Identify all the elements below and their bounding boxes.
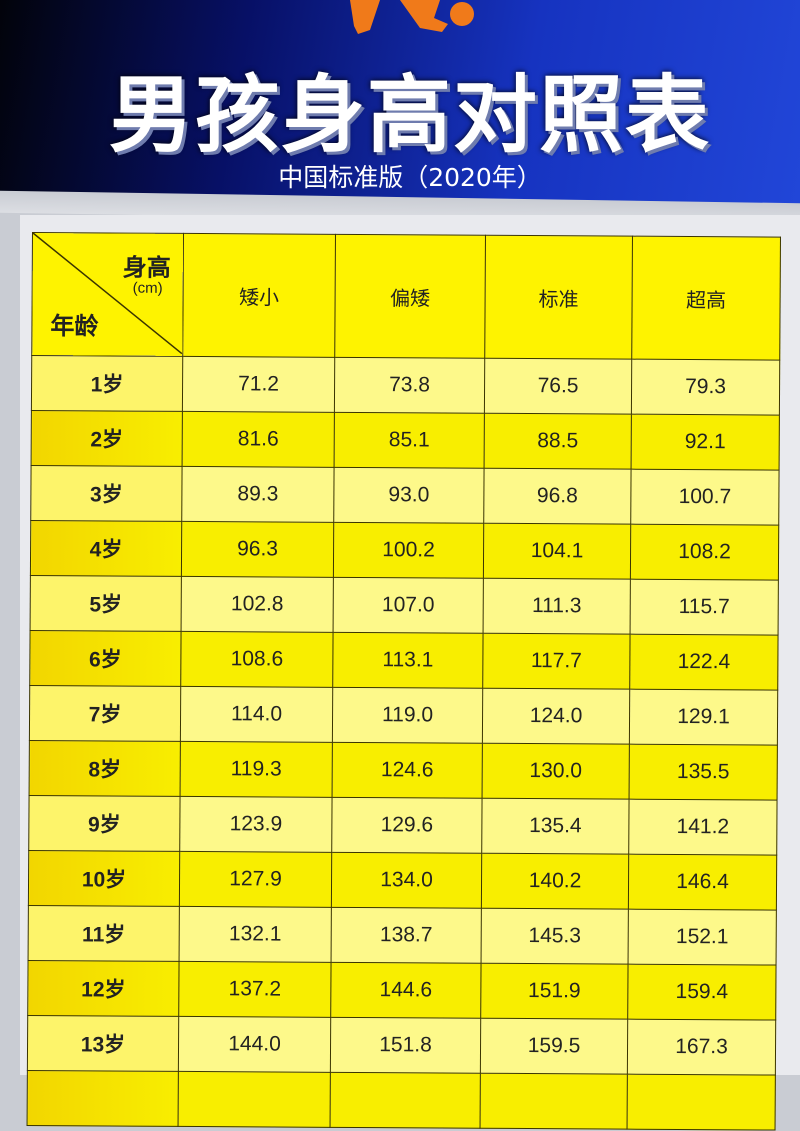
page-title: 男孩身高对照表 [108, 66, 711, 164]
value-cell: 76.5 [484, 358, 632, 415]
value-cell: 73.8 [334, 357, 485, 414]
value-cell: 151.9 [480, 963, 629, 1020]
value-cell: 129.6 [331, 797, 483, 854]
height-table: 身高 (cm) 年龄 矮小 偏矮 标准 超高 1岁 71.2 73.8 76.5 79.… [27, 232, 781, 1131]
value-cell: 115.7 [630, 579, 779, 636]
value-cell: 146.4 [628, 854, 777, 911]
value-cell: 88.5 [484, 413, 632, 470]
value-cell: 119.0 [332, 687, 483, 744]
height-label: 身高 [122, 254, 171, 282]
value-cell: 108.2 [630, 524, 779, 581]
unit-label: (cm) [132, 279, 163, 297]
age-cell: 7岁 [29, 685, 181, 742]
age-cell: 10岁 [28, 850, 180, 907]
table-row: 4岁 96.3 100.2 104.1 108.2 [30, 520, 779, 581]
value-cell: 141.2 [628, 799, 778, 856]
age-cell: 11岁 [28, 905, 180, 962]
header-row: 身高 (cm) 年龄 矮小 偏矮 标准 超高 [31, 232, 781, 361]
value-cell: 122.4 [629, 634, 779, 691]
table-row: 1岁 71.2 73.8 76.5 79.3 [31, 355, 780, 416]
value-cell: 119.3 [180, 741, 333, 798]
age-cell: 13岁 [27, 1015, 179, 1072]
value-cell: 96.3 [181, 521, 334, 578]
table-row: 5岁 102.8 107.0 111.3 115.7 [30, 575, 779, 636]
value-cell: 104.1 [483, 523, 631, 580]
value-cell: 100.2 [333, 522, 484, 579]
age-label: 年龄 [50, 313, 99, 341]
value-cell: 93.0 [333, 467, 485, 524]
value-cell: 123.9 [179, 796, 333, 853]
column-header: 超高 [631, 236, 781, 361]
table-row: 8岁 119.3 124.6 130.0 135.5 [29, 740, 778, 801]
age-cell: 1岁 [31, 355, 183, 412]
value-cell: 108.6 [180, 631, 334, 688]
column-header: 矮小 [182, 233, 336, 358]
table-row: 3岁 89.3 93.0 96.8 100.7 [30, 465, 780, 526]
value-cell: 114.0 [180, 686, 333, 743]
value-cell: 137.2 [178, 961, 332, 1018]
value-cell: 138.7 [331, 907, 482, 964]
value-cell: 89.3 [181, 466, 335, 523]
table-row: 10岁 127.9 134.0 140.2 146.4 [28, 850, 777, 911]
value-cell: 134.0 [331, 852, 482, 909]
value-cell: 145.3 [481, 908, 629, 965]
value-cell: 159.4 [627, 964, 777, 1021]
value-cell: 124.6 [332, 742, 483, 799]
value-cell: 132.1 [179, 906, 332, 963]
value-cell: 79.3 [631, 359, 780, 416]
diagonal-divider [32, 233, 183, 354]
value-cell: 85.1 [334, 412, 485, 469]
title-banner: 男孩身高对照表 中国标准版（2020年） [0, 0, 800, 205]
value-cell: 111.3 [483, 578, 631, 635]
age-cell: 2岁 [31, 410, 183, 467]
corner-cell: 身高 (cm) 年龄 [31, 232, 184, 357]
value-cell: 102.8 [181, 576, 334, 633]
value-cell: 140.2 [481, 853, 629, 910]
mascot-figure-icon [350, 0, 474, 34]
value-cell: 92.1 [631, 414, 780, 471]
value-cell: 159.5 [480, 1018, 628, 1075]
table-row: 12岁 137.2 144.6 151.9 159.4 [27, 960, 777, 1021]
age-cell: 9岁 [28, 795, 181, 852]
value-cell: 127.9 [179, 851, 332, 908]
column-header: 偏矮 [334, 234, 486, 359]
value-cell: 144.6 [330, 962, 482, 1019]
age-cell: 4岁 [30, 520, 182, 577]
table-row: 11岁 132.1 138.7 145.3 152.1 [28, 905, 777, 966]
value-cell: 81.6 [182, 411, 335, 468]
age-cell: 6岁 [29, 630, 182, 687]
table-row: 7岁 114.0 119.0 124.0 129.1 [29, 685, 778, 746]
table-row: 9岁 123.9 129.6 135.4 141.2 [28, 795, 778, 856]
value-cell: 129.1 [629, 689, 778, 746]
value-cell: 144.0 [178, 1016, 331, 1073]
age-cell: 5岁 [30, 575, 182, 632]
age-cell: 8岁 [29, 740, 181, 797]
table-row: 13岁 144.0 151.8 159.5 167.3 [27, 1015, 776, 1076]
table-row: 2岁 81.6 85.1 88.5 92.1 [31, 410, 780, 471]
value-cell: 113.1 [332, 632, 484, 689]
table-row-cut-off [27, 1070, 776, 1131]
value-cell: 130.0 [482, 743, 630, 800]
value-cell: 152.1 [628, 909, 777, 966]
value-cell: 117.7 [482, 633, 631, 690]
value-cell: 135.5 [629, 744, 778, 801]
value-cell: 100.7 [630, 469, 780, 526]
age-cell: 12岁 [27, 960, 180, 1017]
age-cell: 3岁 [30, 465, 183, 522]
page-subtitle: 中国标准版（2020年） [278, 163, 542, 192]
value-cell: 151.8 [330, 1017, 481, 1074]
column-header: 标准 [484, 235, 633, 360]
table-row: 6岁 108.6 113.1 117.7 122.4 [29, 630, 779, 691]
value-cell: 71.2 [182, 356, 335, 413]
value-cell: 107.0 [333, 577, 484, 634]
value-cell: 96.8 [483, 468, 632, 525]
value-cell: 124.0 [482, 688, 630, 745]
value-cell: 135.4 [481, 798, 630, 855]
